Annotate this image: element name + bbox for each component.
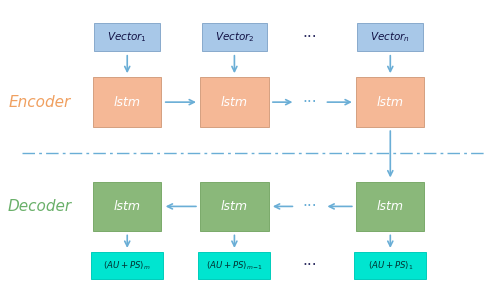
Text: ···: ··· xyxy=(302,258,317,273)
Bar xyxy=(357,23,422,51)
Bar xyxy=(356,182,423,231)
Text: ···: ··· xyxy=(302,199,317,214)
Bar xyxy=(354,252,425,279)
Text: $\mathit{Vector}_2$: $\mathit{Vector}_2$ xyxy=(214,30,254,44)
Bar xyxy=(200,78,268,127)
Text: $\mathit{(AU+PS)}_m$: $\mathit{(AU+PS)}_m$ xyxy=(103,259,151,272)
Text: $\mathit{Vector}_1$: $\mathit{Vector}_1$ xyxy=(107,30,147,44)
Text: ···: ··· xyxy=(302,95,317,110)
Bar xyxy=(198,252,270,279)
Bar xyxy=(356,78,423,127)
Text: lstm: lstm xyxy=(376,96,403,109)
Text: lstm: lstm xyxy=(220,200,247,213)
Bar xyxy=(200,182,268,231)
Text: lstm: lstm xyxy=(114,200,140,213)
Text: lstm: lstm xyxy=(114,96,140,109)
Bar xyxy=(91,252,163,279)
Text: ···: ··· xyxy=(302,30,317,45)
Text: lstm: lstm xyxy=(220,96,247,109)
Text: Encoder: Encoder xyxy=(9,95,71,110)
Text: $\mathit{(AU+PS)}_{m{-}1}$: $\mathit{(AU+PS)}_{m{-}1}$ xyxy=(206,259,262,272)
Text: $\mathit{(AU+PS)}_1$: $\mathit{(AU+PS)}_1$ xyxy=(367,259,412,272)
Bar xyxy=(93,78,161,127)
Bar xyxy=(94,23,160,51)
Text: Decoder: Decoder xyxy=(8,199,72,214)
Bar xyxy=(201,23,267,51)
Bar xyxy=(93,182,161,231)
Text: lstm: lstm xyxy=(376,200,403,213)
Text: $\mathit{Vector}_n$: $\mathit{Vector}_n$ xyxy=(370,30,409,44)
